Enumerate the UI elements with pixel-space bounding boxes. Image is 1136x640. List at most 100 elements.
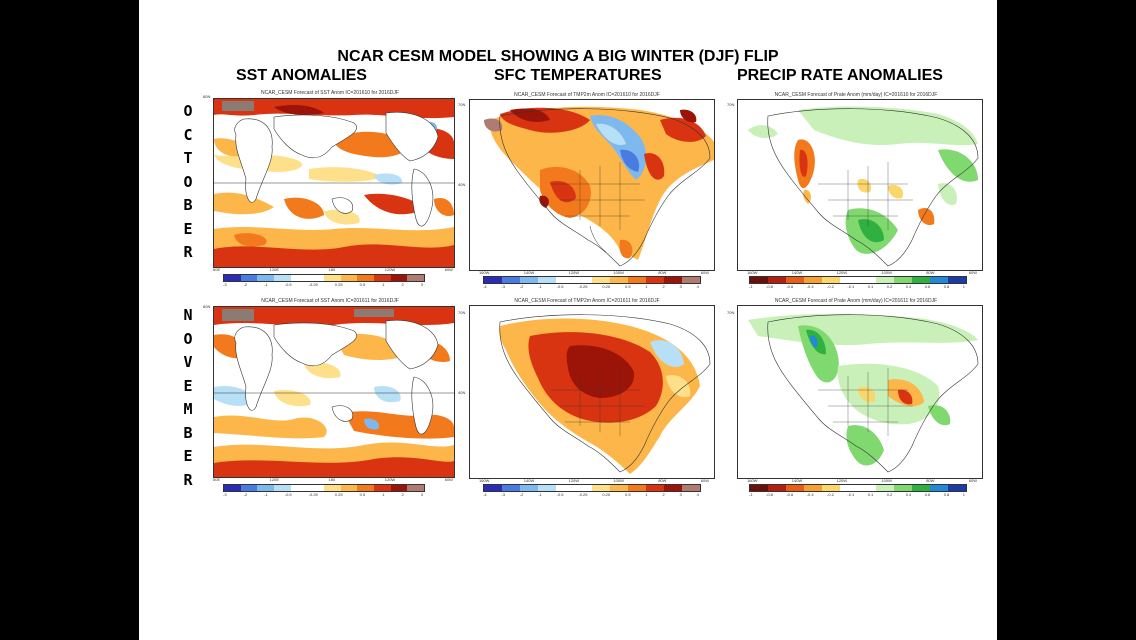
- colorbar-tick-label: 0.5: [624, 492, 631, 497]
- colorbar-swatch: [407, 275, 425, 281]
- colorbar-swatch: [948, 277, 966, 283]
- colorbar-tick-label: 2: [662, 492, 665, 497]
- colorbar-tick-label: 2: [662, 284, 665, 289]
- colorbar-tick-label: 4: [696, 492, 699, 497]
- x-tick-label: 120W: [384, 267, 396, 272]
- colorbar-swatch: [290, 485, 308, 491]
- colorbar-swatch: [592, 277, 610, 283]
- colorbar-swatch: [340, 485, 358, 491]
- colorbar-tick-label: -0.6: [786, 492, 794, 497]
- colorbar-tick-label: 0.1: [867, 492, 874, 497]
- colorbar-tick-label: -0.5: [556, 492, 564, 497]
- colorbar-swatch: [840, 485, 858, 491]
- colorbar: [223, 274, 425, 282]
- x-tick-label: 120W: [568, 270, 580, 275]
- colorbar-swatch: [768, 277, 786, 283]
- panel-title: NCAR_CESM Forecast of Prate Anom (mm/day…: [774, 92, 938, 98]
- colorbar-swatch: [390, 485, 408, 491]
- colorbar-tick-label: 1: [962, 492, 965, 497]
- x-tick-label: 120E: [269, 267, 279, 272]
- row-letter: E: [183, 219, 193, 238]
- colorbar-tick-label: 0.6: [924, 284, 931, 289]
- colorbar-tick-label: 0.5: [624, 284, 631, 289]
- column-header-sfc: SFC TEMPERATURES: [494, 67, 662, 84]
- x-tick-label: 180: [328, 477, 336, 482]
- colorbar-tick-label: -2: [243, 492, 248, 497]
- colorbar-tick-label: -1: [749, 492, 753, 497]
- colorbar-tick-label: -2: [243, 282, 248, 287]
- x-tick-labels: 160W 140W 120W 100W 80W 60W: [747, 478, 977, 483]
- x-tick-labels: 60E 120E 180 120W 60W: [213, 477, 453, 482]
- colorbar-swatch: [750, 485, 768, 491]
- colorbar-swatch: [750, 277, 768, 283]
- colorbar-swatch: [502, 277, 520, 283]
- colorbar: [223, 484, 425, 492]
- colorbar-swatch: [240, 485, 258, 491]
- colorbar-swatch: [307, 275, 325, 281]
- sst-map: [213, 98, 455, 268]
- colorbar-swatch: [786, 485, 804, 491]
- colorbar-labels: -1 -0.8 -0.6 -0.4 -0.2 -0.1 0.1 0.2 0.4 0.6 0.8 1: [749, 492, 965, 497]
- panel-title: NCAR_CESM Forecast of SST Anom IC=201610…: [261, 90, 399, 96]
- colorbar-tick-label: -0.4: [806, 284, 814, 289]
- x-tick-label: 140W: [523, 270, 535, 275]
- x-tick-label: 160W: [479, 270, 490, 275]
- colorbar-swatch: [257, 275, 275, 281]
- row-letter: R: [183, 243, 193, 261]
- axis-label: 70N: [458, 102, 466, 107]
- panel-title: NCAR_CESM Forecast of Prate Anom (mm/day…: [774, 298, 938, 304]
- axis-label: 80N: [203, 304, 211, 309]
- axis-label: 80N: [203, 94, 211, 99]
- x-tick-label: 140W: [523, 478, 535, 483]
- colorbar-tick-label: -3: [223, 282, 227, 287]
- colorbar-swatch: [804, 277, 822, 283]
- x-tick-labels: 60E 120E 180 120W 60W: [213, 267, 453, 272]
- colorbar-tick-label: -3: [223, 492, 227, 497]
- colorbar-tick-label: -1: [538, 492, 542, 497]
- colorbar-tick-label: 0.4: [905, 284, 912, 289]
- colorbar-swatch: [628, 277, 646, 283]
- colorbar-tick-label: 0.8: [943, 492, 950, 497]
- x-tick-label: 60E: [213, 267, 221, 272]
- row-letter: O: [183, 329, 193, 348]
- row-letter: C: [183, 125, 193, 144]
- colorbar-swatch: [240, 275, 258, 281]
- colorbar-swatch: [484, 485, 502, 491]
- colorbar-tick-label: 0.25: [334, 282, 343, 287]
- colorbar-swatch: [556, 485, 574, 491]
- colorbar-tick-label: -0.8: [766, 284, 773, 289]
- colorbar: [483, 276, 701, 284]
- colorbar-tick-label: 3: [679, 284, 682, 289]
- colorbar-tick-label: -4: [483, 492, 487, 497]
- colorbar-swatch: [610, 485, 628, 491]
- colorbar-tick-label: 1: [382, 492, 385, 497]
- axis-label: 70N: [458, 310, 466, 315]
- x-tick-label: 160W: [747, 478, 758, 483]
- colorbar-swatch: [340, 275, 358, 281]
- axis-label: 70N: [727, 102, 735, 107]
- colorbar-swatch: [502, 485, 520, 491]
- colorbar-swatch: [307, 485, 325, 491]
- sst-map: [213, 306, 455, 478]
- colorbar-tick-label: -3: [501, 492, 505, 497]
- precip-map: [737, 305, 983, 479]
- colorbar-swatch: [682, 277, 700, 283]
- panel-nov-sfc: NCAR_CESM Forecast of TMP2m Anom IC=2016…: [457, 298, 717, 500]
- colorbar-swatch: [912, 277, 930, 283]
- x-tick-label: 160W: [479, 478, 490, 483]
- colorbar-swatch: [894, 277, 912, 283]
- x-tick-labels: 160W 140W 120W 100W 80W 60W: [479, 478, 709, 483]
- colorbar-swatch: [374, 485, 391, 491]
- colorbar-swatch: [858, 277, 876, 283]
- x-tick-label: 60W: [444, 477, 453, 482]
- colorbar-tick-label: -3: [501, 284, 505, 289]
- colorbar-swatch: [768, 485, 786, 491]
- colorbar-labels: -4 -3 -2 -1 -0.5 -0.25 0.25 0.5 1 2 3 4: [483, 284, 699, 289]
- colorbar-swatch: [224, 485, 241, 491]
- panel-oct-precip: NCAR_CESM Forecast of Prate Anom (mm/day…: [727, 92, 985, 290]
- colorbar-swatch: [840, 277, 858, 283]
- x-tick-label: 60W: [444, 267, 453, 272]
- colorbar-swatch: [407, 485, 425, 491]
- slide-title: NCAR CESM MODEL SHOWING A BIG WINTER (DJ…: [337, 48, 779, 65]
